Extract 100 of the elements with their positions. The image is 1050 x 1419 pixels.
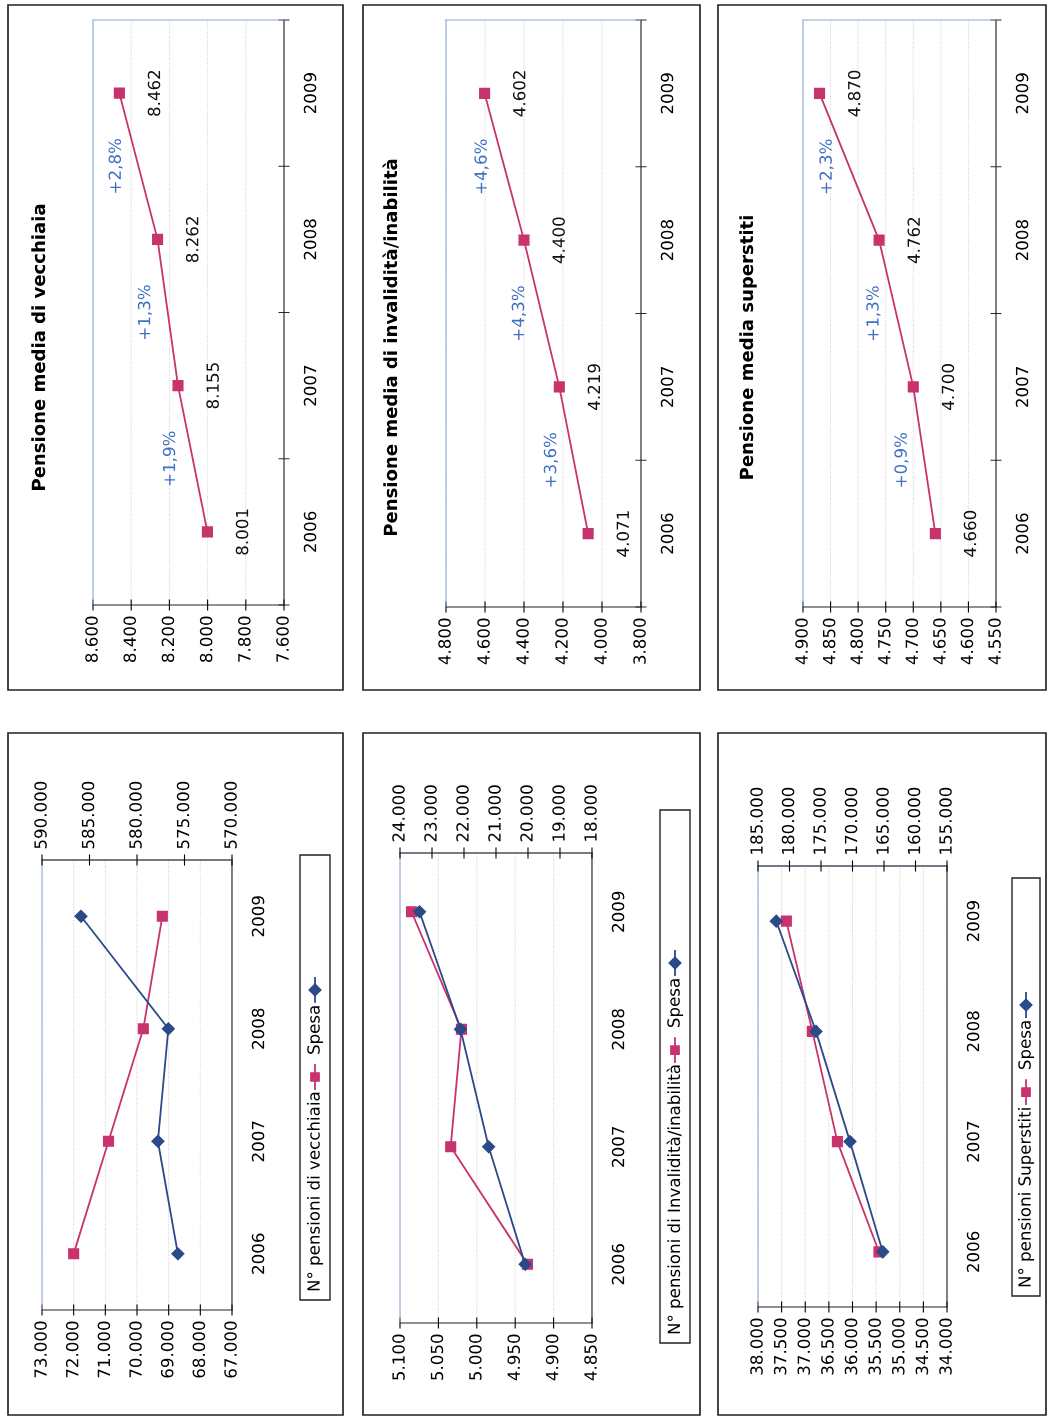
x-tick-label: 36.000 (844, 1318, 858, 1375)
x-tick-label: 8.200 (161, 616, 175, 662)
legend-label: N° pensioni di Invalidità/inabilità (666, 1065, 684, 1334)
x2-tick-label: 24.000 (392, 785, 405, 842)
y-tick-label: 2006 (251, 1233, 265, 1274)
y-tick-label: 2009 (303, 73, 317, 114)
x-tick-label: 36.500 (821, 1318, 834, 1375)
x2-tick-label: 180.000 (781, 787, 795, 854)
x-tick-label: 4.950 (507, 1334, 521, 1381)
y-tick-label: 2009 (660, 73, 674, 114)
x-tick-label: 3.800 (633, 618, 646, 664)
x-tick-label: 37.500 (773, 1318, 787, 1375)
x2-tick-label: 18.000 (584, 785, 597, 841)
x-tick-label: 67.000 (224, 1321, 237, 1378)
y-tick-label: 2006 (660, 513, 674, 554)
x-tick-label: 4.400 (516, 618, 529, 665)
x-tick-label: 37.000 (797, 1318, 811, 1375)
x2-tick-label: 580.000 (129, 781, 142, 849)
y-tick-label: 2008 (611, 1009, 625, 1050)
x-tick-label: 4.900 (795, 618, 808, 665)
y-tick-label: 2007 (611, 1126, 625, 1167)
data-label: 4.219 (587, 364, 601, 410)
x-tick-label: 4.550 (988, 618, 1001, 665)
x-tick-label: 5.000 (469, 1334, 482, 1380)
y-tick-label: 2009 (1015, 73, 1029, 114)
y-tick-label: 2008 (966, 1011, 980, 1052)
annotation: +4,3% (511, 286, 526, 340)
x2-tick-label: 570.000 (224, 781, 237, 849)
x2-tick-label: 22.000 (456, 785, 469, 842)
y-tick-label: 2009 (966, 901, 980, 942)
x-tick-label: 4.600 (477, 618, 490, 665)
x-tick-label: 4.900 (545, 1334, 559, 1381)
data-label: 8.262 (185, 217, 199, 263)
x-tick-label: 8.600 (85, 616, 98, 662)
y-tick-label: 2006 (611, 1244, 625, 1285)
x-tick-label: 4.850 (822, 618, 836, 665)
x-tick-label: 4.800 (438, 618, 451, 665)
x2-tick-label: 155.000 (939, 787, 952, 854)
legend-label: N° pensioni di vecchiaia (306, 1092, 324, 1291)
x-tick-label: 35.000 (891, 1318, 905, 1375)
text: Pensione media di vecchiaia (31, 204, 46, 490)
annotation: +2,3% (819, 139, 834, 194)
x2-tick-label: 575.000 (176, 781, 190, 849)
annotation: +3,6% (543, 433, 559, 487)
x2-tick-label: 175.000 (813, 787, 826, 854)
annotation: +1,9% (162, 431, 178, 486)
x-tick-label: 4.000 (594, 618, 607, 665)
x-tick-label: 4.800 (850, 618, 863, 665)
x-tick-label: 5.050 (430, 1334, 444, 1380)
y-tick-label: 2007 (251, 1121, 265, 1162)
x-tick-label: 34.000 (939, 1318, 952, 1375)
x-tick-label: 8.000 (199, 616, 213, 662)
data-label: 4.602 (512, 71, 526, 117)
y-tick-label: 2009 (611, 891, 625, 932)
x2-tick-label: 165.000 (876, 787, 889, 854)
x-tick-label: 4.700 (905, 618, 919, 665)
data-label: 4.762 (907, 217, 921, 264)
x-tick-label: 4.750 (877, 618, 891, 665)
x2-tick-label: 590.000 (34, 781, 47, 849)
x-tick-label: 34.500 (915, 1318, 929, 1375)
annotation: +2,8% (108, 139, 123, 193)
x-tick-label: 35.500 (868, 1318, 881, 1375)
data-label: 4.400 (552, 217, 565, 264)
x-tick-label: 73.000 (34, 1321, 47, 1378)
annotation: +0,9% (894, 433, 909, 487)
x-tick-label: 70.000 (129, 1321, 142, 1378)
legend-label: Spesa (307, 1006, 324, 1054)
annotation: +1,3% (866, 286, 881, 340)
x-tick-label: 7.800 (238, 616, 251, 662)
legend-label: Spesa (1018, 1021, 1035, 1070)
data-label: 8.001 (235, 509, 249, 555)
y-tick-label: 2006 (1015, 513, 1029, 554)
x-tick-label: 69.000 (160, 1321, 174, 1378)
x-tick-label: 68.000 (192, 1321, 206, 1378)
y-tick-label: 2007 (660, 367, 674, 407)
y-tick-label: 2007 (1015, 367, 1029, 407)
x-tick-label: 71.000 (97, 1321, 111, 1378)
x2-tick-label: 21.000 (488, 785, 501, 842)
x2-tick-label: 20.000 (520, 785, 533, 842)
data-label: 8.462 (147, 70, 161, 116)
x2-tick-label: 160.000 (907, 787, 921, 854)
data-label: 4.870 (847, 70, 861, 117)
y-tick-label: 2007 (303, 365, 317, 406)
data-label: 4.660 (963, 510, 977, 557)
x2-tick-label: 585.000 (81, 781, 95, 849)
annotation: +4,6% (474, 139, 489, 194)
y-tick-label: 2007 (966, 1121, 980, 1162)
data-label: 8.155 (206, 363, 219, 409)
x-tick-label: 7.600 (276, 616, 289, 662)
x2-tick-label: 185.000 (750, 787, 763, 854)
text: Pensione media di invalidità/inabilità (382, 159, 399, 536)
y-tick-label: 2008 (251, 1008, 265, 1049)
x-tick-label: 4.200 (555, 618, 568, 665)
y-tick-label: 2006 (303, 511, 317, 552)
y-tick-label: 2008 (303, 219, 317, 260)
data-label: 4.700 (941, 364, 955, 410)
x-tick-label: 8.400 (123, 616, 137, 662)
legend-label: Spesa (667, 979, 684, 1028)
x-tick-label: 5.100 (392, 1334, 405, 1380)
y-tick-label: 2008 (1015, 220, 1029, 261)
